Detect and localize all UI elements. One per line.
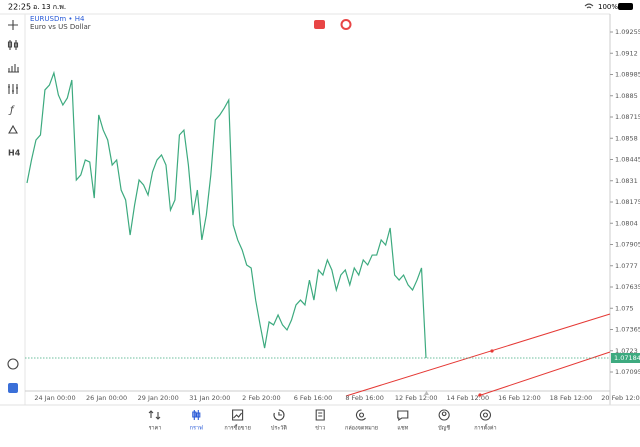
flag-icon[interactable] xyxy=(314,20,325,29)
tab-label: ราคา xyxy=(149,426,162,432)
y-tick-label: 1.08715 xyxy=(615,113,640,121)
x-tick-label: 29 Jan 20:00 xyxy=(138,394,179,402)
y-tick-label: 1.09255 xyxy=(615,28,640,36)
y-tick-label: 1.0885 xyxy=(615,92,638,100)
x-tick-label: 16 Feb 12:00 xyxy=(498,394,541,402)
tab[interactable]: แชท xyxy=(397,410,409,432)
tab-label: บัญชี xyxy=(438,425,450,432)
marker xyxy=(424,391,429,395)
toolbar: ƒ H4 xyxy=(7,20,21,393)
function-tool[interactable]: ƒ xyxy=(8,105,15,116)
current-price-label: 1.07184 xyxy=(614,354,640,362)
tab[interactable]: การตั้งค่า xyxy=(474,409,497,432)
tab-label: การตั้งค่า xyxy=(474,424,496,432)
symbol-description: Euro vs US Dollar xyxy=(30,23,91,31)
tab-icon xyxy=(192,410,201,420)
tab-icon xyxy=(315,409,325,421)
y-tick-label: 1.0804 xyxy=(615,219,638,227)
x-tick-label: 31 Jan 20:00 xyxy=(189,394,230,402)
status-battery: 100% xyxy=(598,3,618,11)
tab-icon xyxy=(148,410,161,420)
crosshair-tool[interactable] xyxy=(8,20,18,30)
tab-icon xyxy=(479,409,491,421)
wifi-icon xyxy=(584,3,594,9)
account-tool[interactable] xyxy=(8,383,18,393)
tab-label: แชท xyxy=(397,425,408,432)
x-tick-label: 14 Feb 12:00 xyxy=(446,394,489,402)
symbol-title[interactable]: EURUSDm • H4 xyxy=(30,15,85,23)
timeframe-tool[interactable]: H4 xyxy=(8,149,21,158)
status-time: 22:25 xyxy=(8,3,31,12)
indicator-tool[interactable] xyxy=(8,64,19,73)
chart-type-tool[interactable] xyxy=(7,40,19,50)
y-tick-label: 1.0831 xyxy=(615,177,638,185)
y-tick-label: 1.0912 xyxy=(615,49,638,57)
oneclick-icon[interactable] xyxy=(340,19,352,30)
tab-icon xyxy=(273,409,285,421)
trade-tool[interactable] xyxy=(7,358,19,370)
y-tick-label: 1.0777 xyxy=(615,262,638,270)
x-tick-label: 26 Jan 00:00 xyxy=(86,394,127,402)
x-tick-label: 2 Feb 20:00 xyxy=(242,394,281,402)
y-tick-label: 1.08175 xyxy=(615,198,640,206)
y-tick-label: 1.07905 xyxy=(615,241,640,249)
x-tick-label: 18 Feb 12:00 xyxy=(550,394,593,402)
tab-label: ข่าว xyxy=(315,426,325,432)
trend-line xyxy=(477,351,611,397)
x-tick-label: 12 Feb 12:00 xyxy=(395,394,438,402)
tab[interactable]: บัญชี xyxy=(438,409,450,432)
x-tick-label: 24 Jan 00:00 xyxy=(34,394,75,402)
tab[interactable]: ข่าว xyxy=(315,409,325,432)
y-tick-label: 1.08985 xyxy=(615,71,640,79)
x-tick-label: 6 Feb 16:00 xyxy=(294,394,333,402)
status-date: อ. 13 ก.พ. xyxy=(33,3,66,11)
settings-tool[interactable] xyxy=(8,84,18,94)
x-tick-label: 8 Feb 16:00 xyxy=(345,394,384,402)
tab[interactable]: ราคา xyxy=(148,410,162,432)
y-tick-label: 1.08445 xyxy=(615,156,640,164)
y-tick-label: 1.0858 xyxy=(615,134,638,142)
tab-label: ประวัติ xyxy=(271,425,287,432)
tab-icon xyxy=(397,410,409,422)
trend-point xyxy=(490,349,494,353)
battery-icon xyxy=(618,3,633,10)
tab[interactable]: การซื้อขาย xyxy=(224,409,251,432)
trend-point xyxy=(478,393,482,397)
tab[interactable]: กราฟ xyxy=(190,410,203,432)
trend-line xyxy=(345,313,611,397)
objects-tool[interactable] xyxy=(8,124,18,134)
tab[interactable]: ประวัติ xyxy=(271,409,287,432)
tab-label: กราฟ xyxy=(190,425,203,432)
tab-label: กล่องจดหมาย xyxy=(345,426,378,432)
tab-icon xyxy=(438,409,450,421)
current-price-box xyxy=(611,352,640,363)
x-tick-label: 20 Feb 12:00 xyxy=(601,394,640,402)
y-tick-label: 1.0723 xyxy=(615,347,638,355)
y-tick-label: 1.075 xyxy=(615,304,634,312)
tab-bar: ราคา กราฟ การซื้อขาย ประวัติ ข่าว กล่องจดหมาย… xyxy=(148,409,497,432)
y-tick-label: 1.07635 xyxy=(615,283,640,291)
price-line xyxy=(26,70,427,359)
y-tick-label: 1.07095 xyxy=(615,368,640,376)
tab-icon xyxy=(232,409,244,421)
tab-label: การซื้อขาย xyxy=(224,424,250,432)
y-tick-label: 1.07365 xyxy=(615,326,640,334)
tab[interactable]: กล่องจดหมาย xyxy=(345,409,378,432)
tab-icon xyxy=(355,409,366,421)
